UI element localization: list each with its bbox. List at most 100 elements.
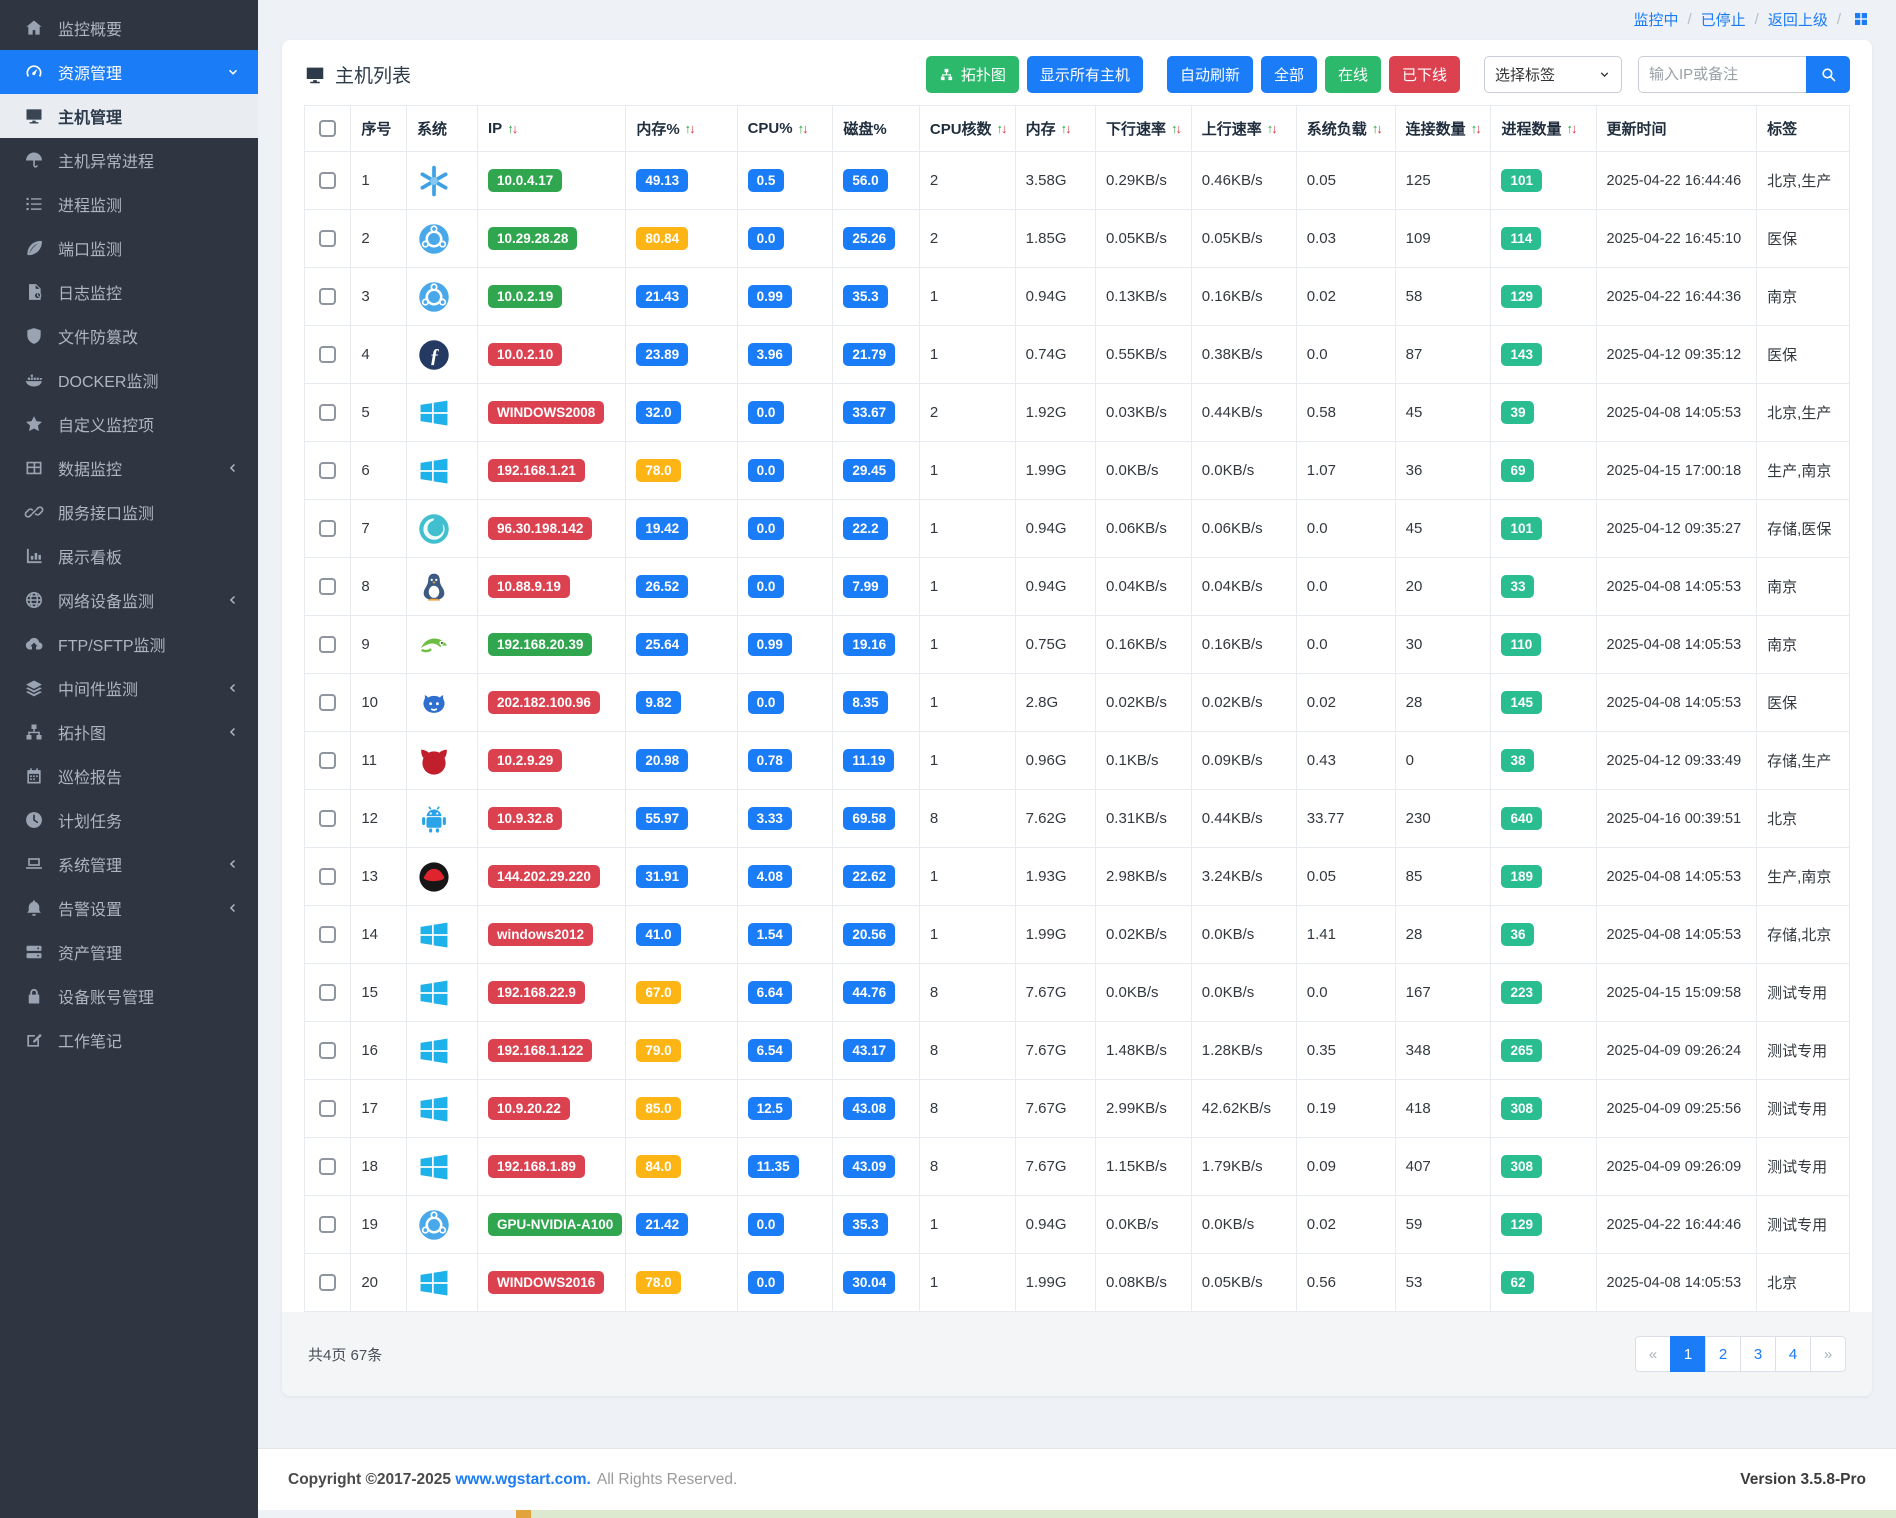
cpu-percent-badge[interactable]: 0.0	[747, 575, 785, 598]
row-checkbox[interactable]	[319, 1274, 337, 1292]
column-header-内存%[interactable]: 内存% ↑ ↓	[625, 105, 738, 152]
row-checkbox[interactable]	[319, 578, 337, 596]
sidebar-item-star[interactable]: 自定义监控项	[0, 402, 258, 446]
column-header-系统负载[interactable]: 系统负载 ↑ ↓	[1295, 105, 1396, 152]
column-header-CPU核数[interactable]: CPU核数 ↑ ↓	[918, 105, 1016, 152]
cpu-percent-badge[interactable]: 4.08	[747, 865, 792, 888]
disk-percent-badge[interactable]: 33.67	[843, 401, 896, 424]
row-checkbox[interactable]	[319, 404, 337, 422]
sidebar-item-globe[interactable]: 网络设备监测	[0, 578, 258, 622]
sidebar-item-board[interactable]: 展示看板	[0, 534, 258, 578]
row-checkbox[interactable]	[319, 172, 337, 190]
ip-badge[interactable]: 10.0.4.17	[488, 169, 563, 192]
sidebar-item-cloud[interactable]: FTP/SFTP监测	[0, 622, 258, 666]
topbar-link-3[interactable]: 返回上级	[1767, 11, 1828, 29]
sidebar-item-gauge[interactable]: 资源管理	[0, 50, 258, 94]
sidebar-item-docker[interactable]: DOCKER监测	[0, 358, 258, 402]
memory-percent-badge[interactable]: 78.0	[636, 459, 681, 482]
ip-badge[interactable]: 144.202.29.220	[488, 865, 600, 888]
disk-percent-badge[interactable]: 43.09	[843, 1155, 896, 1178]
sort-arrows-icon[interactable]: ↑ ↓	[1371, 121, 1383, 136]
memory-percent-badge[interactable]: 31.91	[636, 865, 689, 888]
sidebar-item-file[interactable]: 日志监控	[0, 270, 258, 314]
disk-percent-badge[interactable]: 7.99	[843, 575, 888, 598]
row-checkbox[interactable]	[319, 230, 337, 248]
ip-badge[interactable]: 192.168.1.21	[488, 459, 585, 482]
memory-percent-badge[interactable]: 20.98	[636, 749, 689, 772]
disk-percent-badge[interactable]: 29.45	[843, 459, 896, 482]
row-checkbox[interactable]	[319, 520, 337, 538]
ip-badge[interactable]: 192.168.1.89	[488, 1155, 585, 1178]
memory-percent-badge[interactable]: 85.0	[636, 1097, 681, 1120]
ip-badge[interactable]: 10.0.2.10	[488, 343, 563, 366]
memory-percent-badge[interactable]: 78.0	[636, 1271, 681, 1294]
cpu-percent-badge[interactable]: 0.0	[747, 401, 785, 424]
cpu-percent-badge[interactable]: 3.96	[747, 343, 792, 366]
disk-percent-badge[interactable]: 30.04	[843, 1271, 896, 1294]
cpu-percent-badge[interactable]: 6.54	[747, 1039, 792, 1062]
process-count-badge[interactable]: 308	[1501, 1097, 1542, 1120]
ip-badge[interactable]: 192.168.1.122	[488, 1039, 593, 1062]
sidebar-item-table[interactable]: 数据监控	[0, 446, 258, 490]
cpu-percent-badge[interactable]: 0.5	[747, 169, 785, 192]
ip-badge[interactable]: 10.2.9.29	[488, 749, 563, 772]
search-input[interactable]	[1638, 56, 1806, 93]
sort-arrows-icon[interactable]: ↑ ↓	[1266, 121, 1278, 136]
process-count-badge[interactable]: 110	[1501, 633, 1542, 656]
column-header-内存[interactable]: 内存 ↑ ↓	[1014, 105, 1096, 152]
topbar-link-2[interactable]: 已停止	[1700, 11, 1746, 29]
sort-arrows-icon[interactable]: ↑ ↓	[1060, 121, 1072, 136]
row-checkbox[interactable]	[319, 1100, 337, 1118]
process-count-badge[interactable]: 69	[1501, 459, 1535, 482]
cpu-percent-badge[interactable]: 0.0	[747, 691, 785, 714]
cpu-percent-badge[interactable]: 1.54	[747, 923, 792, 946]
ip-badge[interactable]: 10.0.2.19	[488, 285, 563, 308]
disk-percent-badge[interactable]: 69.58	[843, 807, 896, 830]
disk-percent-badge[interactable]: 56.0	[843, 169, 888, 192]
sidebar-item-sitemap[interactable]: 拓扑图	[0, 710, 258, 754]
sort-arrows-icon[interactable]: ↑ ↓	[996, 121, 1008, 136]
cpu-percent-badge[interactable]: 11.35	[747, 1155, 799, 1178]
memory-percent-badge[interactable]: 41.0	[636, 923, 681, 946]
disk-percent-badge[interactable]: 11.19	[843, 749, 895, 772]
sidebar-item-calendar[interactable]: 巡检报告	[0, 754, 258, 798]
process-count-badge[interactable]: 62	[1501, 1271, 1535, 1294]
memory-percent-badge[interactable]: 55.97	[636, 807, 689, 830]
process-count-badge[interactable]: 39	[1501, 401, 1535, 424]
toolbar-button-已下线[interactable]: 已下线	[1388, 56, 1460, 93]
row-checkbox[interactable]	[319, 1042, 337, 1060]
disk-percent-badge[interactable]: 20.56	[843, 923, 896, 946]
cpu-percent-badge[interactable]: 0.0	[747, 227, 785, 250]
sidebar-item-clock[interactable]: 计划任务	[0, 798, 258, 842]
process-count-badge[interactable]: 129	[1501, 1213, 1542, 1236]
cpu-percent-badge[interactable]: 0.0	[747, 1271, 785, 1294]
next-page-button[interactable]: »	[1810, 1336, 1846, 1372]
sidebar-item-link[interactable]: 服务接口监测	[0, 490, 258, 534]
ip-badge[interactable]: WINDOWS2008	[488, 401, 605, 424]
ip-badge[interactable]: 10.9.20.22	[488, 1097, 570, 1120]
process-count-badge[interactable]: 265	[1501, 1039, 1542, 1062]
row-checkbox[interactable]	[319, 288, 337, 306]
sort-arrows-icon[interactable]: ↑ ↓	[797, 121, 809, 136]
sidebar-item-server[interactable]: 资产管理	[0, 930, 258, 974]
disk-percent-badge[interactable]: 43.17	[843, 1039, 896, 1062]
memory-percent-badge[interactable]: 25.64	[636, 633, 689, 656]
tag-select[interactable]: 选择标签	[1484, 56, 1622, 93]
process-count-badge[interactable]: 36	[1501, 923, 1535, 946]
ip-badge[interactable]: 10.29.28.28	[488, 227, 578, 250]
cpu-percent-badge[interactable]: 0.0	[747, 517, 785, 540]
process-count-badge[interactable]: 640	[1501, 807, 1542, 830]
sidebar-item-shield[interactable]: 文件防篡改	[0, 314, 258, 358]
ip-badge[interactable]: GPU-NVIDIA-A100	[488, 1213, 623, 1236]
row-checkbox[interactable]	[319, 926, 337, 944]
process-count-badge[interactable]: 101	[1501, 517, 1542, 540]
column-header-上行速率[interactable]: 上行速率 ↑ ↓	[1190, 105, 1297, 152]
ip-badge[interactable]: windows2012	[488, 923, 594, 946]
grid-icon[interactable]	[1852, 10, 1870, 28]
sidebar-item-pencil[interactable]: 工作笔记	[0, 1018, 258, 1062]
search-button[interactable]	[1806, 56, 1850, 93]
process-count-badge[interactable]: 33	[1501, 575, 1535, 598]
toolbar-button-自动刷新[interactable]: 自动刷新	[1166, 56, 1253, 93]
memory-percent-badge[interactable]: 21.42	[636, 1213, 689, 1236]
column-header-IP[interactable]: IP ↑ ↓	[477, 105, 627, 152]
